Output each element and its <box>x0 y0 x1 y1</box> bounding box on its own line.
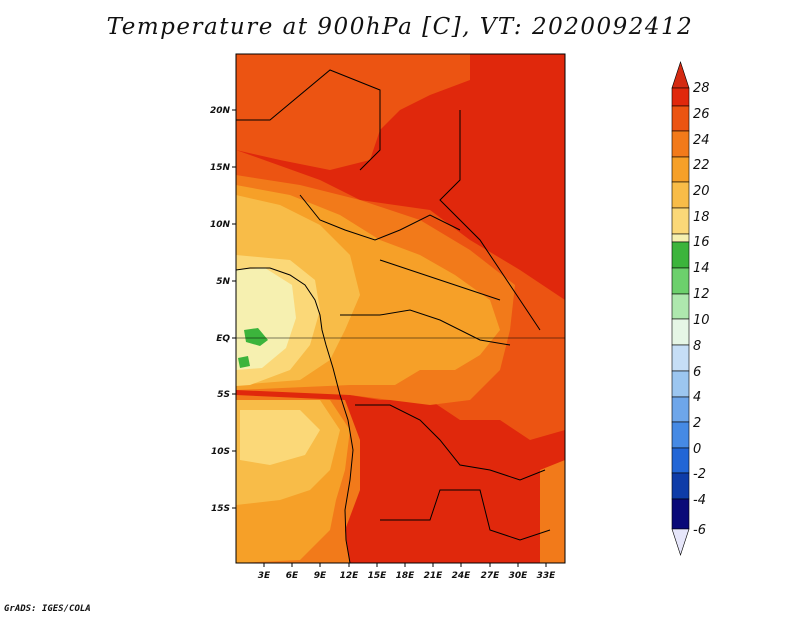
lon-tick-label: 33E <box>537 571 557 581</box>
lon-tick-label: 30E <box>509 571 529 581</box>
colorbar-label: 28 <box>693 81 710 96</box>
grads-credit: GrADS: IGES/COLA <box>4 604 91 614</box>
lon-tick-label: 3E <box>258 571 271 581</box>
colorbar: 28 26 24 22 20 18 16 14 12 10 8 6 4 2 0 … <box>671 61 710 556</box>
lat-tick-label: EQ <box>216 334 230 344</box>
lat-tick-label: 5S <box>217 390 230 400</box>
colorbar-bin <box>671 472 690 500</box>
colorbar-bin <box>671 130 690 158</box>
country-borders <box>236 69 565 563</box>
colorbar-label: 6 <box>693 365 701 380</box>
lon-tick-label: 9E <box>314 571 327 581</box>
colorbar-bin <box>671 87 690 107</box>
colorbar-bin <box>671 241 690 269</box>
lat-tick-label: 15S <box>211 504 230 514</box>
temperature-field <box>236 54 565 563</box>
border-line <box>380 489 551 541</box>
border-line <box>355 404 546 481</box>
latitude-axis: 20N 15N 10N 5N EQ 5S 10S 15S <box>210 106 236 514</box>
lon-tick-label: 6E <box>286 571 299 581</box>
colorbar-label: 22 <box>693 158 710 173</box>
field-16 <box>236 268 296 370</box>
colorbar-label: 16 <box>693 235 710 250</box>
lat-tick-label: 10S <box>211 447 230 457</box>
colorbar-bin <box>671 156 690 183</box>
colorbar-bin <box>671 318 690 346</box>
border-line <box>299 194 461 241</box>
border-line <box>236 69 381 171</box>
colorbar-bin <box>671 105 690 132</box>
lon-tick-label: 21E <box>424 571 444 581</box>
lon-tick-label: 18E <box>396 571 416 581</box>
colorbar-bin <box>671 207 690 235</box>
lon-tick-label: 15E <box>368 571 388 581</box>
border-line <box>340 309 511 346</box>
colorbar-bin <box>671 267 690 295</box>
colorbar-bin <box>671 370 690 398</box>
colorbar-label: 24 <box>693 133 710 148</box>
map-title: Temperature at 900hPa [C], VT: 202009241… <box>106 14 694 40</box>
colorbar-bin <box>671 181 690 209</box>
lon-tick-label: 24E <box>452 571 472 581</box>
colorbar-bin <box>671 447 690 474</box>
lon-tick-label: 27E <box>481 571 501 581</box>
colorbar-label: 4 <box>693 390 701 405</box>
colorbar-bottom-arrow <box>671 528 690 556</box>
colorbar-bin <box>671 498 690 530</box>
lat-tick-label: 15N <box>210 163 231 173</box>
colorbar-top-arrow <box>671 61 690 89</box>
colorbar-bin <box>671 396 690 423</box>
colorbar-bin <box>671 293 690 320</box>
lat-tick-label: 20N <box>210 106 231 116</box>
colorbar-label: 12 <box>693 287 710 302</box>
lat-tick-label: 10N <box>210 220 231 230</box>
longitude-axis: 3E 6E 9E 12E 15E 18E 21E 24E 27E 30E 33E <box>258 563 556 581</box>
colorbar-label: 8 <box>693 339 701 354</box>
colorbar-label: 20 <box>693 184 710 199</box>
lat-tick-label: 5N <box>216 277 230 287</box>
colorbar-bin <box>671 233 690 243</box>
colorbar-label: 2 <box>693 416 701 431</box>
lon-tick-label: 12E <box>340 571 360 581</box>
map-frame <box>235 53 566 564</box>
coastline <box>236 267 354 563</box>
colorbar-label: 10 <box>693 313 710 328</box>
colorbar-label: -2 <box>693 467 706 482</box>
colorbar-label: 14 <box>693 261 710 276</box>
colorbar-label: -6 <box>693 523 706 538</box>
colorbar-label: 18 <box>693 210 710 225</box>
border-line <box>379 259 501 301</box>
colorbar-label: -4 <box>693 493 706 508</box>
colorbar-label: 26 <box>693 107 710 122</box>
border-line <box>439 110 541 331</box>
colorbar-bin <box>671 344 690 372</box>
colorbar-bin <box>671 421 690 449</box>
colorbar-label: 0 <box>693 442 701 457</box>
